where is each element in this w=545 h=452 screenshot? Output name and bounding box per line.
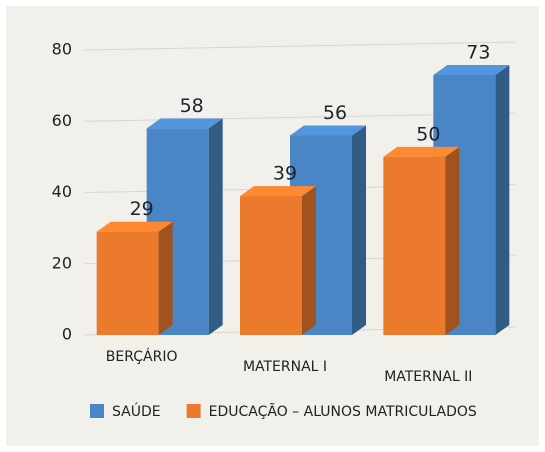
- value-label: 39: [273, 163, 297, 185]
- y-tick-label: 40: [52, 182, 72, 201]
- x-tick-label: MATERNAL I: [243, 359, 327, 375]
- bar-top: [146, 118, 223, 129]
- bar-side: [302, 186, 316, 335]
- bar-top: [290, 125, 366, 136]
- legend-label: EDUCAÇÃO – ALUNOS MATRICULADOS: [209, 403, 477, 420]
- bar-top: [383, 146, 460, 157]
- y-tick-label: 0: [62, 325, 72, 344]
- legend-swatch: [186, 404, 201, 418]
- bar-side: [208, 118, 223, 335]
- y-tick-label: 80: [52, 40, 72, 59]
- value-label: 73: [466, 41, 490, 63]
- value-label: 50: [416, 123, 440, 145]
- bar-top: [240, 186, 316, 197]
- bar-side: [352, 125, 366, 335]
- bar: [96, 231, 159, 335]
- x-tick-label: MATERNAL II: [384, 369, 472, 385]
- legend-swatch: [90, 404, 104, 418]
- grid-line: [84, 41, 516, 51]
- value-label: 29: [130, 198, 154, 220]
- y-tick-label: 60: [52, 111, 72, 130]
- bar: [240, 196, 302, 335]
- x-tick-label: BERÇÁRIO: [106, 348, 178, 365]
- value-label: 56: [323, 102, 347, 124]
- value-label: 58: [180, 95, 204, 117]
- legend-label: SAÚDE: [112, 402, 161, 420]
- bar-top: [96, 221, 173, 232]
- y-tick-label: 20: [52, 253, 72, 272]
- bar-top: [433, 64, 510, 75]
- bar-side: [495, 64, 510, 335]
- bar-side: [445, 146, 460, 335]
- bar-side: [158, 221, 173, 335]
- bar: [383, 156, 446, 335]
